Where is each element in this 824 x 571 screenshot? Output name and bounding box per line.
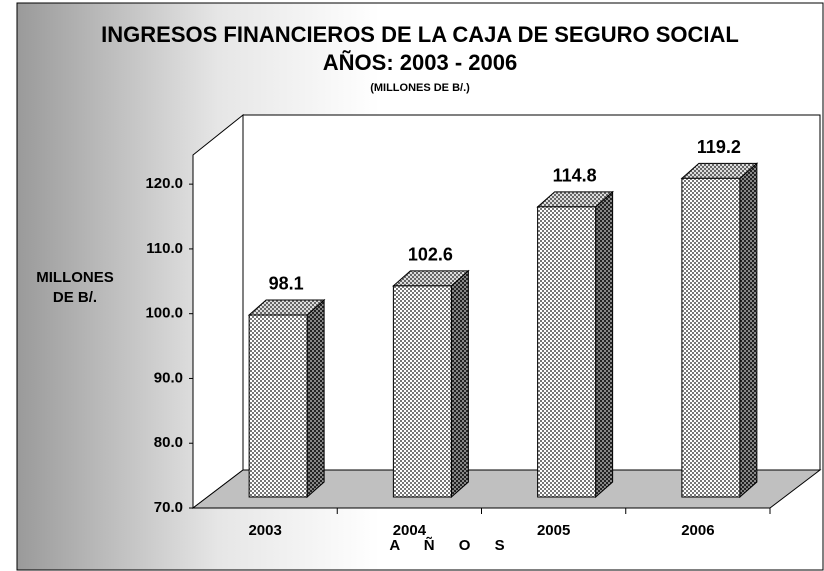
x-tick-label: 2006 <box>681 522 714 539</box>
y-axis-label: MILLONES <box>36 269 114 286</box>
data-label: 119.2 <box>697 137 741 157</box>
x-axis-label: A Ñ O S <box>389 536 514 554</box>
data-label: 98.1 <box>269 274 304 294</box>
bar-side <box>739 162 758 499</box>
x-tick-label: 2005 <box>537 522 570 539</box>
bar-side <box>306 298 325 499</box>
bar-side <box>450 269 469 499</box>
y-tick-label: 90.0 <box>154 369 183 386</box>
bar <box>248 314 308 498</box>
bar <box>681 177 741 498</box>
x-tick-label: 2003 <box>248 522 281 539</box>
y-tick-label: 100.0 <box>145 305 183 322</box>
bar <box>537 206 597 498</box>
data-label: 114.8 <box>553 166 597 186</box>
chart-title: INGRESOS FINANCIEROS DE LA CAJA DE SEGUR… <box>101 22 739 47</box>
y-axis-label: DE B/. <box>53 289 97 306</box>
bar <box>392 285 452 498</box>
x-tick-label: 2004 <box>393 522 427 539</box>
chart-subtitle: AÑOS: 2003 - 2006 <box>323 50 517 75</box>
left-wall <box>192 113 244 510</box>
bar-side <box>595 190 614 499</box>
y-tick-label: 120.0 <box>145 175 183 192</box>
data-label: 102.6 <box>408 245 453 265</box>
y-tick-label: 110.0 <box>146 240 183 257</box>
floor <box>191 469 822 509</box>
y-tick-label: 70.0 <box>154 499 183 516</box>
y-tick-label: 80.0 <box>154 434 183 451</box>
chart-note: (MILLONES DE B/.) <box>370 82 470 94</box>
